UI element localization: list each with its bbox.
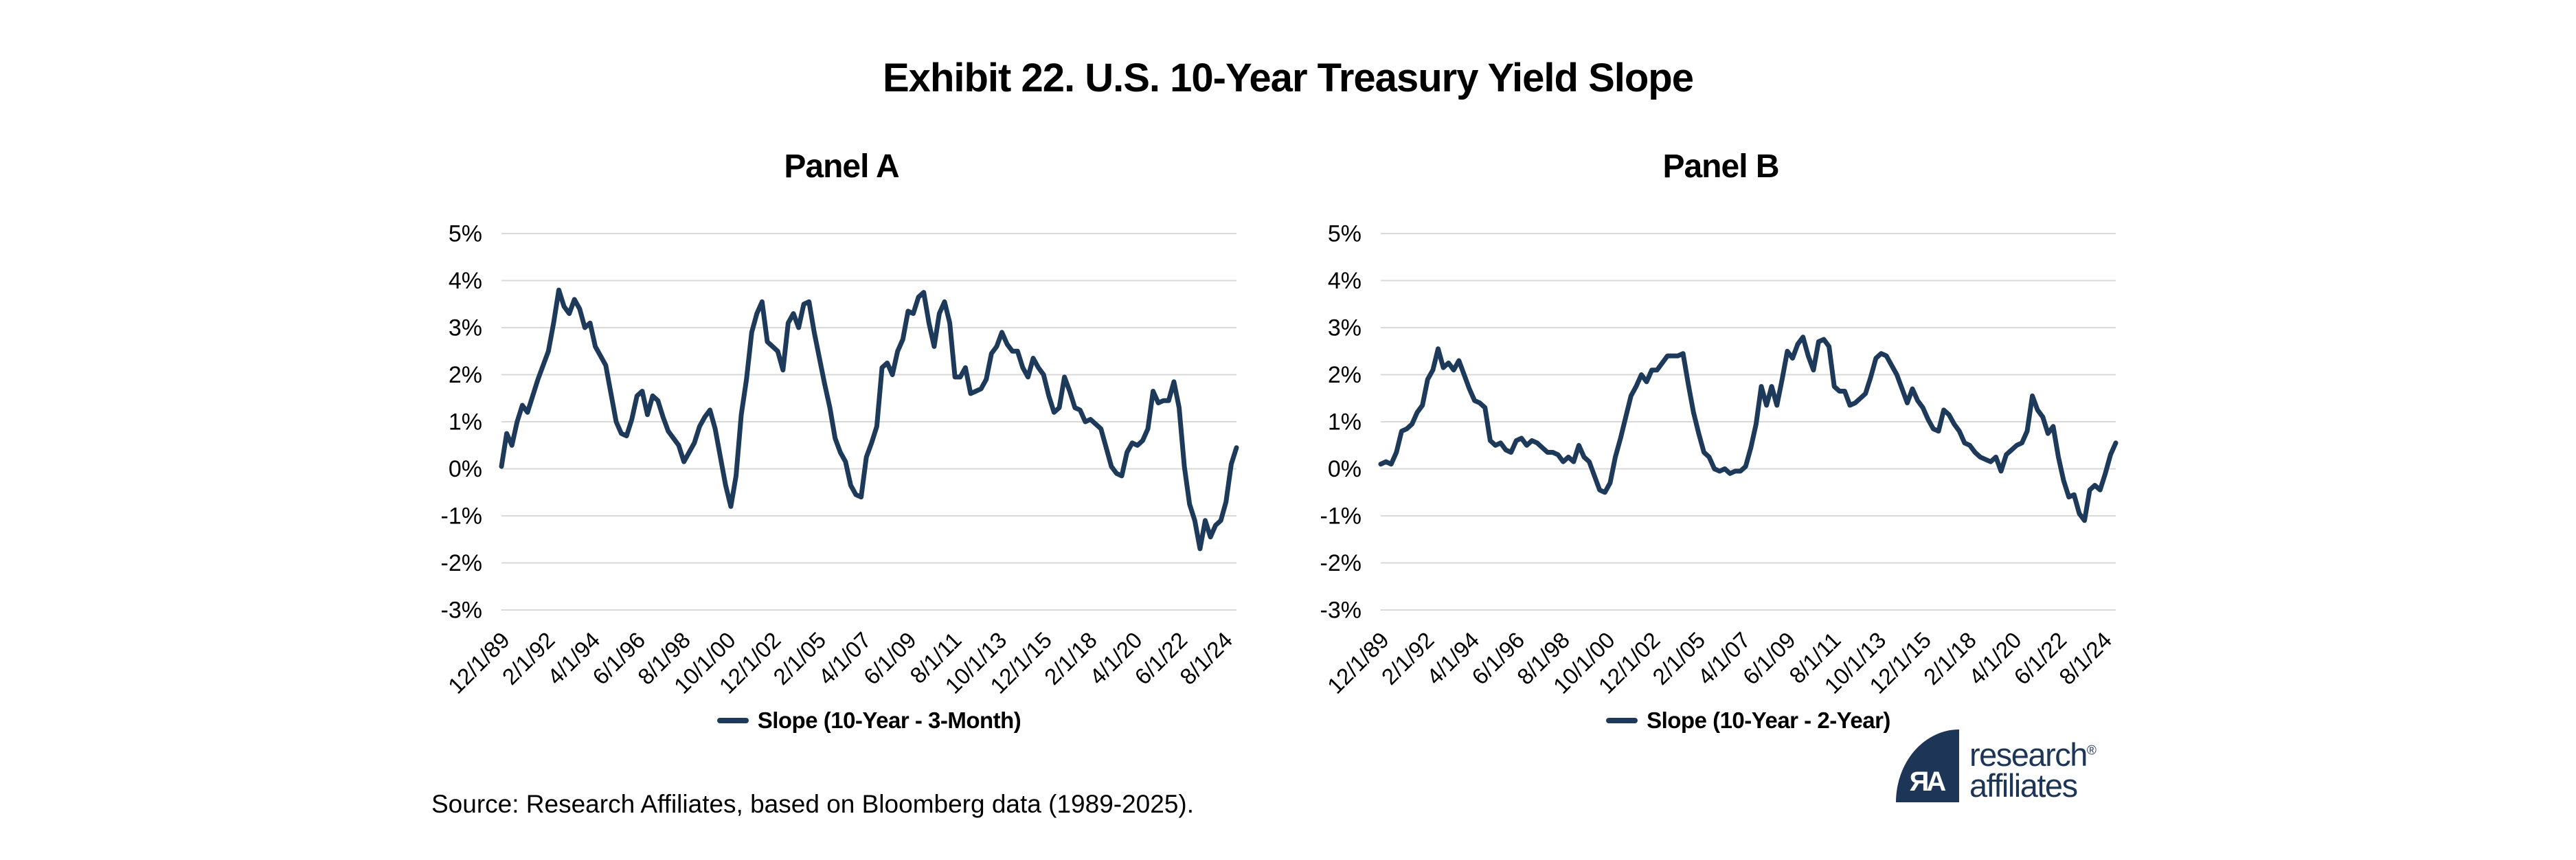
panel-a-line-chart: 5%4%3%2%1%0%-1%-2%-3%12/1/892/1/924/1/94… [441, 221, 1239, 699]
figure-title: Exhibit 22. U.S. 10-Year Treasury Yield … [883, 56, 1694, 100]
y-tick-label: 1% [1328, 409, 1362, 435]
panel-a-legend: Slope (10-Year - 3-Month) [501, 708, 1236, 734]
logo-mark-letters: ЯA [1909, 767, 1947, 797]
y-tick-label: 3% [1328, 315, 1362, 341]
x-tick-label: 12/1/89 [443, 627, 515, 699]
legend-label: Slope (10-Year - 2-Year) [1647, 708, 1890, 733]
panel-b-legend: Slope (10-Year - 2-Year) [1381, 708, 2116, 734]
y-tick-label: -1% [441, 503, 482, 530]
panel-b-line-chart: 5%4%3%2%1%0%-1%-2%-3%12/1/892/1/924/1/94… [1320, 221, 2119, 699]
y-tick-label: 2% [449, 362, 482, 388]
panel-b-title: Panel B [1662, 148, 1779, 185]
panel-a: Panel A 5% 4% 3% 2% 1% 0% -1% -2% -3% 12/1/89 2/1/… [412, 148, 1271, 766]
y-tick-label: -2% [441, 550, 482, 576]
x-tick-label: 8/1/24 [1175, 627, 1237, 690]
y-tick-label: 4% [449, 268, 482, 294]
x-tick-label: 8/1/24 [2054, 627, 2116, 690]
series-line [1378, 335, 2119, 523]
source-note: Source: Research Affiliates, based on Bl… [431, 790, 1194, 818]
y-tick-label: -1% [1320, 503, 1362, 530]
series-line [499, 287, 1239, 552]
y-tick-label: 5% [1328, 221, 1362, 247]
x-tick-label: 6/1/09 [859, 627, 921, 690]
x-tick-label: 6/1/09 [1738, 627, 1800, 690]
logo-mark: ЯA [1896, 729, 1959, 802]
y-tick-label: 4% [1328, 268, 1362, 294]
registered-mark-icon: ® [2086, 743, 2097, 758]
legend-line-swatch [1606, 718, 1638, 723]
x-tick-label: 12/1/89 [1322, 627, 1394, 699]
y-tick-label: -3% [441, 598, 482, 624]
legend-line-swatch [716, 718, 749, 723]
y-tick-label: 5% [449, 221, 482, 247]
research-affiliates-logo: ЯA research® affiliates [1896, 729, 2097, 802]
y-tick-label: 2% [1328, 362, 1362, 388]
y-tick-label: 1% [449, 409, 482, 435]
panel-b: Panel B 5% 4% 3% 2% 1% 0% -1% -2% -3% 12/1/89 2/1/… [1291, 148, 2150, 766]
y-tick-label: 3% [449, 315, 482, 341]
logo-word-affiliates: affiliates [1969, 767, 2078, 804]
legend-label: Slope (10-Year - 3-Month) [757, 708, 1021, 733]
y-tick-label: 0% [1328, 456, 1362, 482]
y-tick-label: -2% [1320, 550, 1362, 576]
y-tick-label: -3% [1320, 598, 1362, 624]
logo-wordmark: research® affiliates [1969, 729, 2097, 802]
logo-word-research: research [1969, 736, 2088, 773]
y-tick-label: 0% [449, 456, 482, 482]
panel-a-title: Panel A [784, 148, 899, 185]
